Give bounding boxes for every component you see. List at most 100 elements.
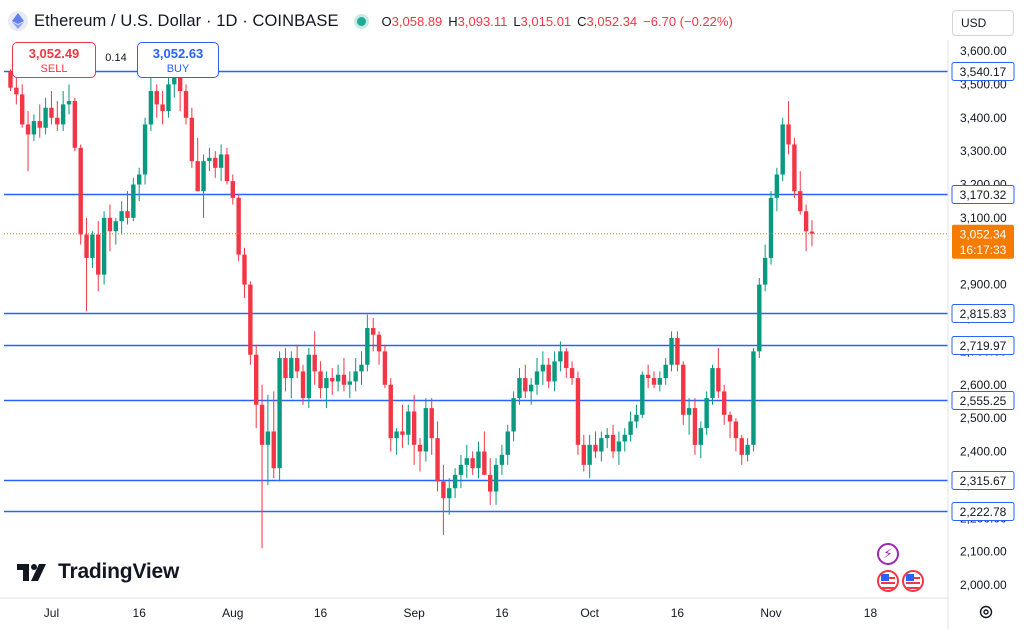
candle-up [628,421,633,435]
candlestick-series [8,69,815,549]
candle-down [160,104,165,112]
candle-up [458,464,464,475]
candle-down [575,378,581,445]
lightning-event-icon[interactable]: ⚡ [877,543,899,565]
candle-up [768,197,774,258]
candle-up [306,354,312,399]
time-tick-label: 16 [133,606,147,620]
candle-up [751,351,756,445]
candle-down [610,434,616,452]
tradingview-logo[interactable]: TradingView [17,560,179,584]
candle-up [540,364,546,372]
price-tick-label: 2,100.00 [960,545,1007,559]
candle-down [213,157,218,168]
candle-down [8,71,13,88]
candle-down [55,117,60,125]
candle-down [722,391,727,415]
candle-down [242,254,247,285]
time-tick-label: Nov [760,606,781,620]
ohlc-change: −6.70 (−0.22%) [643,13,733,29]
candle-down [177,77,183,92]
candle-down [716,368,721,392]
time-tick-label: Aug [222,606,243,620]
candle-up [587,444,592,465]
candle-down [294,358,300,372]
tradingview-logo-icon [17,564,46,581]
candle-down [681,364,686,415]
time-axis[interactable]: Jul 16 Aug 16 Sep 16 Oct 16 Nov 18 [0,597,948,620]
ohlc-low: L3,015.01 [513,13,572,29]
candle-down [271,431,276,469]
candle-down [739,438,744,455]
candle-down [441,481,446,499]
candle-down [224,154,230,182]
candle-down [376,334,382,352]
price-axis[interactable]: 2,000.002,100.002,200.002,300.002,400.00… [947,40,1007,630]
level-price-tag: 2,815.83 [960,307,1007,321]
tradingview-wordmark: TradingView [58,560,180,583]
candle-down [236,197,241,255]
candle-down [107,217,113,232]
time-tick-label: Jul [44,606,59,620]
settings-gear-icon[interactable] [978,604,994,620]
price-tick-label: 2,600.00 [960,378,1007,392]
currency-selector[interactable]: USD [952,10,1014,36]
level-price-tag: 2,719.97 [960,339,1007,353]
candle-up [137,174,142,185]
candle-up [686,408,692,415]
candle-down [645,374,651,379]
candle-down [411,411,417,445]
candle-up [201,161,206,192]
buy-label: BUY [166,62,190,75]
candle-up [704,398,709,429]
buy-button[interactable]: 3,052.63 BUY [137,42,219,78]
candle-down [523,378,528,392]
candle-down [254,354,259,405]
time-tick-label: 16 [314,606,328,620]
candle-up [634,414,639,422]
candle-up [640,374,645,415]
candle-down [230,181,235,198]
candle-down [798,191,803,212]
candle-up [423,408,429,452]
sell-button[interactable]: 3,052.49 SELL [12,42,96,78]
candle-down [259,404,265,445]
buy-price: 3,052.63 [152,45,204,61]
symbol-title[interactable]: Ethereum / U.S. Dollar · 1D · COINBASE [34,11,339,30]
level-price-tag-bg [951,304,1015,323]
time-tick-label: 16 [671,606,685,620]
candle-down [341,374,347,385]
us-flag-event-icon[interactable] [877,570,899,592]
ohlc-open: O3,058.89 [381,13,443,29]
candle-down [435,438,440,482]
candle-up [207,157,212,162]
time-tick-label: 16 [495,606,509,620]
horizontal-levels[interactable] [4,70,948,513]
us-flag-event-icon[interactable] [902,570,924,592]
candle-down [37,121,42,128]
candle-up [710,368,715,399]
candle-down [20,94,25,125]
price-tick-label: 2,900.00 [960,278,1007,292]
candle-down [154,91,159,105]
candle-up [289,358,294,379]
candle-down [400,431,405,435]
price-tick-label: 2,500.00 [960,411,1007,425]
candle-up [265,431,271,445]
candle-up [43,107,48,128]
market-status-dot [356,16,366,26]
candle-down [49,107,54,118]
candle-up [101,217,107,275]
candle-up [31,121,37,135]
spread-value: 0.14 [105,52,127,64]
ohlc-readout: O3,058.89 H3,093.11 L3,015.01 C3,052.34 … [382,14,733,29]
candle-up [762,257,768,285]
candle-up [131,184,136,218]
candle-up [90,234,95,258]
candle-up [452,474,458,489]
candle-down [569,368,575,379]
candle-down [809,231,815,234]
candle-down [96,234,101,275]
candle-up [447,488,452,499]
